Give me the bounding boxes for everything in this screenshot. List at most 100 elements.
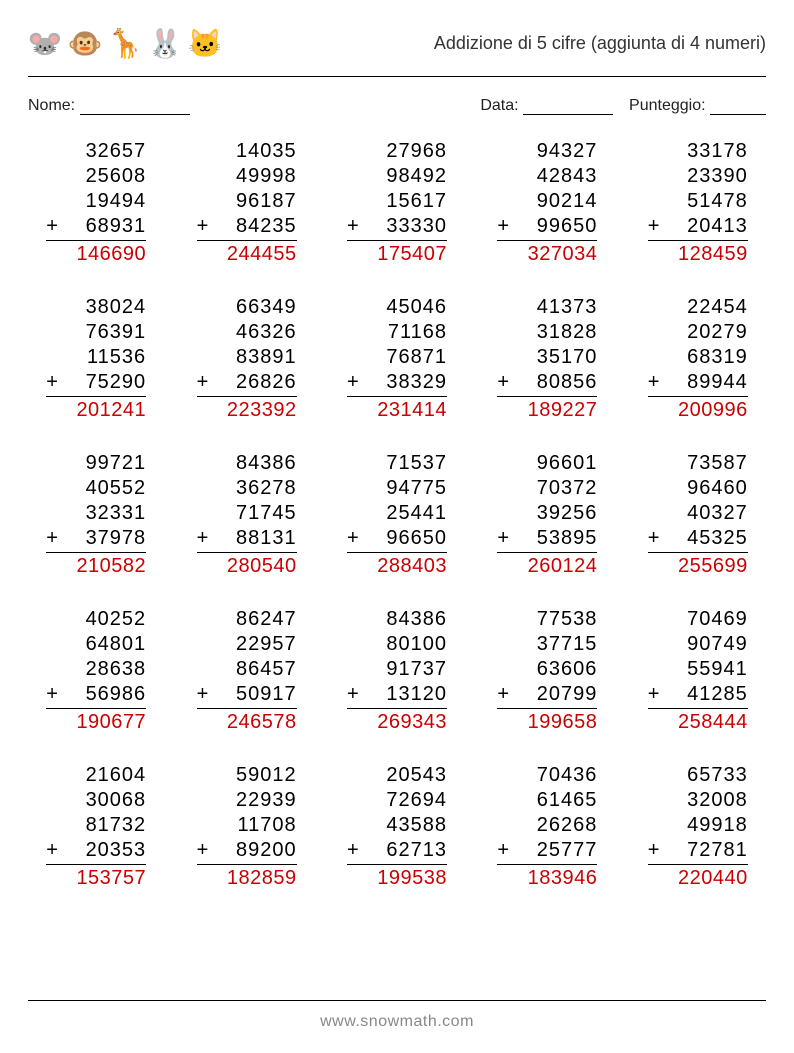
addition-problem: 140354999896187+84235244455 — [197, 139, 297, 267]
addend: 42843 — [497, 164, 597, 189]
addend: 70469 — [648, 607, 748, 632]
answer: 288403 — [347, 554, 447, 579]
answer: 189227 — [497, 398, 597, 423]
addend: 96650 — [386, 526, 447, 551]
last-addend-row: +56986 — [46, 682, 146, 709]
answer: 280540 — [197, 554, 297, 579]
answer: 201241 — [46, 398, 146, 423]
last-addend-row: +53895 — [497, 526, 597, 553]
addend: 96601 — [497, 451, 597, 476]
addend: 23390 — [648, 164, 748, 189]
date-label: Data: — [480, 97, 518, 114]
date-field: Data: — [480, 97, 613, 115]
addend: 22957 — [197, 632, 297, 657]
answer: 255699 — [648, 554, 748, 579]
answer: 220440 — [648, 866, 748, 891]
addend: 37978 — [86, 526, 147, 551]
rabbit-icon: 🐰 — [148, 26, 182, 60]
addend: 38024 — [46, 295, 146, 320]
plus-sign: + — [497, 838, 510, 863]
addend: 94775 — [347, 476, 447, 501]
addend: 89944 — [687, 370, 748, 395]
addition-problem: 216043006881732+20353153757 — [46, 763, 146, 891]
monkey-icon: 🐵 — [68, 26, 102, 60]
addend: 20413 — [687, 214, 748, 239]
addend: 11708 — [197, 813, 297, 838]
addend: 71745 — [197, 501, 297, 526]
addend: 40252 — [46, 607, 146, 632]
last-addend-row: +26826 — [197, 370, 297, 397]
name-blank[interactable] — [80, 100, 190, 115]
plus-sign: + — [197, 838, 210, 863]
giraffe-icon: 🦒 — [108, 26, 142, 60]
addend: 94327 — [497, 139, 597, 164]
plus-sign: + — [197, 526, 210, 551]
addend: 77538 — [497, 607, 597, 632]
addend: 76871 — [347, 345, 447, 370]
addend: 53895 — [537, 526, 598, 551]
addend: 86247 — [197, 607, 297, 632]
last-addend-row: +84235 — [197, 214, 297, 241]
answer: 210582 — [46, 554, 146, 579]
answer: 327034 — [497, 242, 597, 267]
addend: 75290 — [86, 370, 147, 395]
plus-sign: + — [197, 682, 210, 707]
addition-problem: 966017037239256+53895260124 — [497, 451, 597, 579]
last-addend-row: +20799 — [497, 682, 597, 709]
score-label: Punteggio: — [629, 97, 706, 114]
addend: 39256 — [497, 501, 597, 526]
addend: 21604 — [46, 763, 146, 788]
plus-sign: + — [497, 214, 510, 239]
addend: 37715 — [497, 632, 597, 657]
addend: 32657 — [46, 139, 146, 164]
last-addend-row: +13120 — [347, 682, 447, 709]
worksheet-page: 🐭🐵🦒🐰🐱 Addizione di 5 cifre (aggiunta di … — [0, 0, 794, 1053]
addend: 86457 — [197, 657, 297, 682]
answer: 231414 — [347, 398, 447, 423]
worksheet-title: Addizione di 5 cifre (aggiunta di 4 nume… — [434, 33, 766, 54]
addend: 38329 — [386, 370, 447, 395]
addition-problem: 331782339051478+20413128459 — [648, 139, 748, 267]
addend: 99721 — [46, 451, 146, 476]
addend: 70372 — [497, 476, 597, 501]
last-addend-row: +80856 — [497, 370, 597, 397]
addition-problem: 862472295786457+50917246578 — [197, 607, 297, 735]
addition-problem: 715379477525441+96650288403 — [347, 451, 447, 579]
addition-problem: 843868010091737+13120269343 — [347, 607, 447, 735]
answer: 175407 — [347, 242, 447, 267]
plus-sign: + — [46, 526, 59, 551]
addend: 76391 — [46, 320, 146, 345]
date-blank[interactable] — [523, 100, 613, 115]
animal-icons: 🐭🐵🦒🐰🐱 — [28, 26, 222, 60]
addend: 19494 — [46, 189, 146, 214]
last-addend-row: +89200 — [197, 838, 297, 865]
addend: 84386 — [197, 451, 297, 476]
addition-problem: 590122293911708+89200182859 — [197, 763, 297, 891]
addend: 20279 — [648, 320, 748, 345]
answer: 190677 — [46, 710, 146, 735]
addition-problem: 657333200849918+72781220440 — [648, 763, 748, 891]
addend: 71537 — [347, 451, 447, 476]
addition-problem: 413733182835170+80856189227 — [497, 295, 597, 423]
addition-problem: 843863627871745+88131280540 — [197, 451, 297, 579]
addend: 83891 — [197, 345, 297, 370]
answer: 182859 — [197, 866, 297, 891]
addition-problem: 224542027968319+89944200996 — [648, 295, 748, 423]
addend: 84235 — [236, 214, 297, 239]
addition-problem: 704366146526268+25777183946 — [497, 763, 597, 891]
addend: 41285 — [687, 682, 748, 707]
plus-sign: + — [497, 370, 510, 395]
addend: 72781 — [687, 838, 748, 863]
plus-sign: + — [347, 214, 360, 239]
score-blank[interactable] — [710, 100, 766, 115]
last-addend-row: +68931 — [46, 214, 146, 241]
addition-problem: 704699074955941+41285258444 — [648, 607, 748, 735]
addend: 61465 — [497, 788, 597, 813]
plus-sign: + — [347, 526, 360, 551]
addend: 96187 — [197, 189, 297, 214]
footer-divider — [28, 1000, 766, 1001]
addend: 64801 — [46, 632, 146, 657]
addend: 40552 — [46, 476, 146, 501]
plus-sign: + — [648, 682, 661, 707]
addend: 99650 — [537, 214, 598, 239]
